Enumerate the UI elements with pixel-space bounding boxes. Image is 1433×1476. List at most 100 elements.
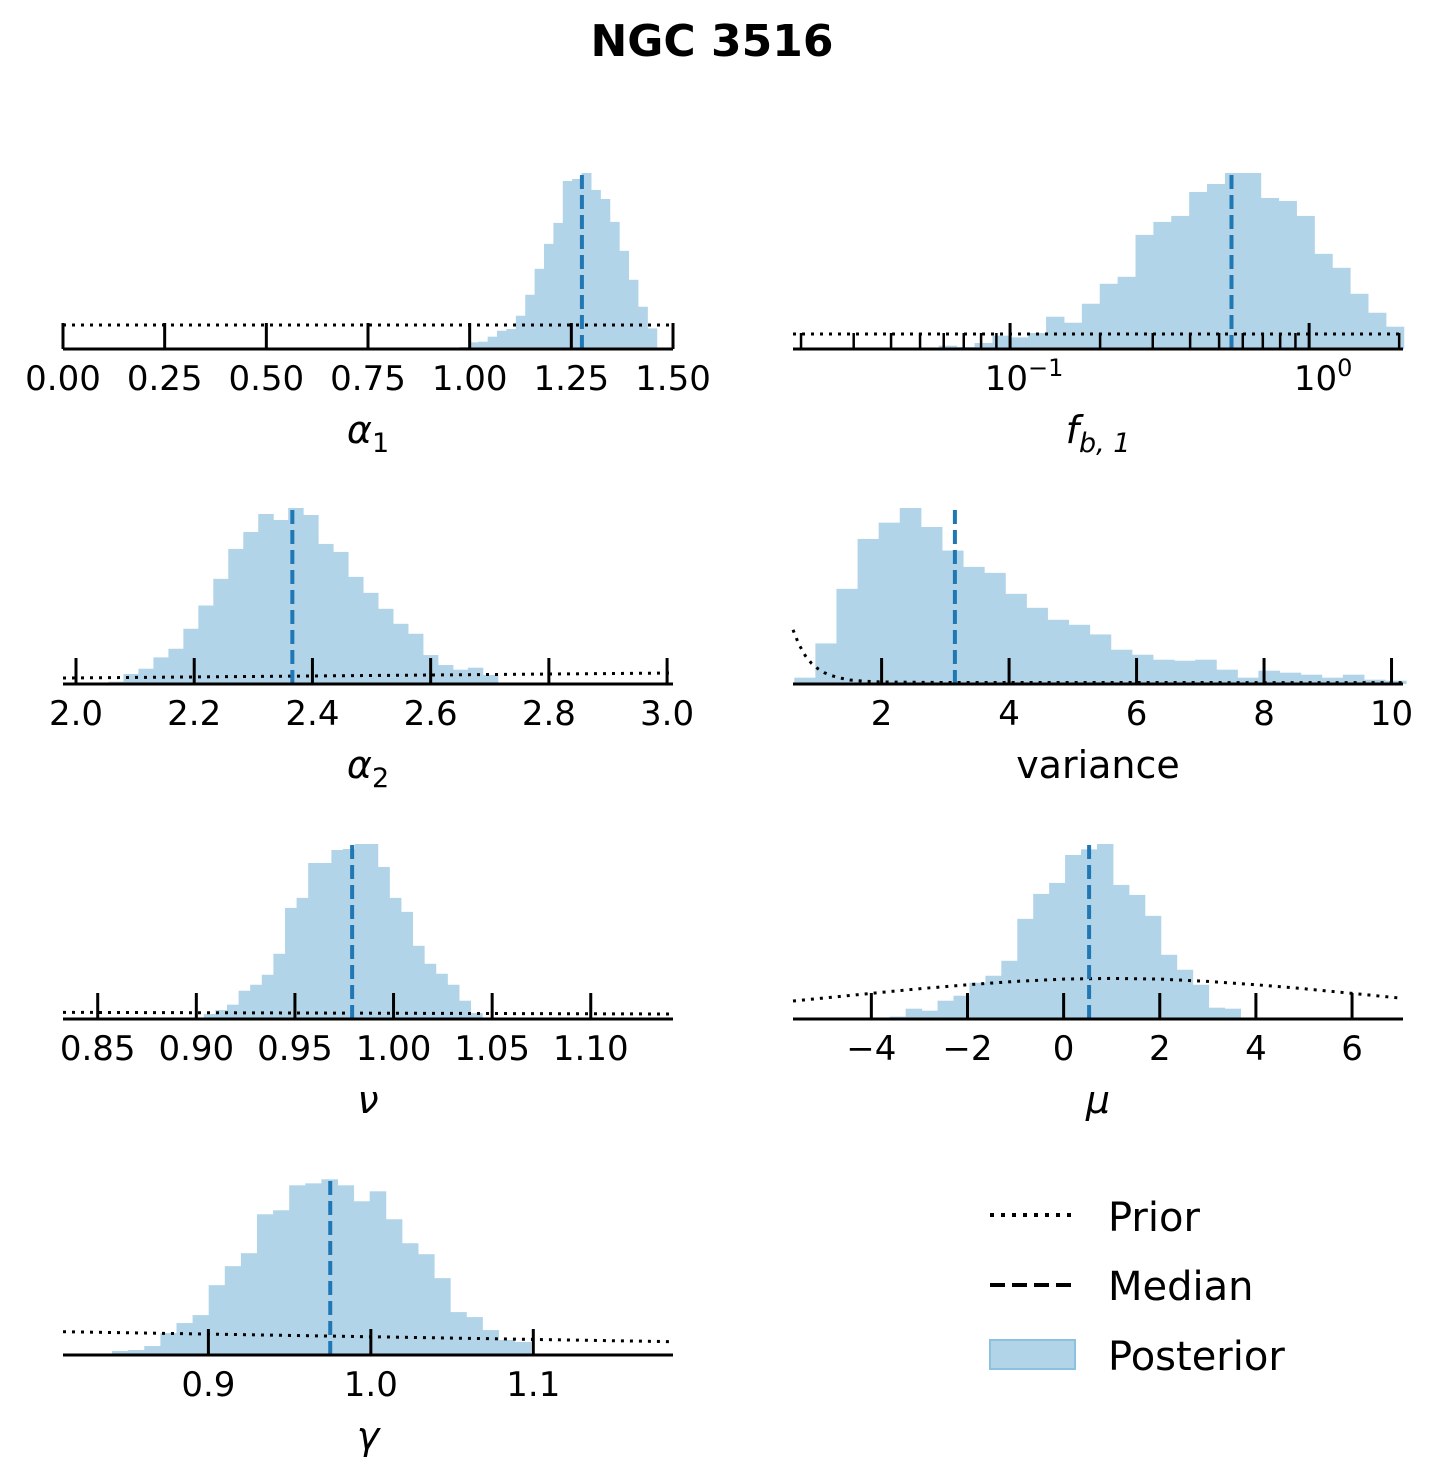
histogram-bar (435, 973, 448, 1019)
histogram-bar (1296, 215, 1315, 349)
histogram-bar (318, 543, 334, 684)
histogram-bar (1153, 221, 1172, 349)
histogram-bar (1208, 1007, 1226, 1019)
x-axis-label: fb, 1 (1066, 408, 1131, 459)
x-axis-label: α1 (347, 408, 389, 459)
histogram-bar (123, 674, 139, 684)
panel-1: 0.00 0.25 0.50 0.75 1.00 1.25 1.50 α1 (25, 173, 711, 459)
tick-label: 1.00 (356, 1029, 432, 1069)
histogram-bar (572, 178, 583, 349)
histogram-bar (609, 221, 620, 349)
histogram-bar (1068, 624, 1091, 684)
histogram-bar (619, 250, 630, 349)
histogram-bar (1065, 854, 1082, 1019)
histogram-bar (224, 1266, 242, 1355)
histogram-bar (1128, 894, 1146, 1019)
histogram-bar (434, 1278, 451, 1355)
histogram-bar (348, 576, 364, 684)
histogram-bar (243, 531, 259, 684)
histogram-bar (1033, 893, 1050, 1019)
histogram-bar (985, 975, 1002, 1019)
histogram-bar (305, 1183, 322, 1355)
histogram-bar (969, 982, 986, 1019)
histogram-bar (407, 633, 424, 684)
histogram-bar (899, 508, 922, 684)
tick-label: 0.50 (228, 359, 304, 399)
tick-label: 0.75 (330, 359, 406, 399)
histogram-bar (112, 1351, 129, 1355)
histogram-bar (284, 907, 298, 1019)
histogram-bar (331, 849, 344, 1019)
histogram-bar (921, 1010, 939, 1019)
x-axis-label: γ (357, 1414, 382, 1458)
histogram-bar (1117, 276, 1136, 349)
histogram-bar (482, 675, 499, 684)
panel-7: 0.9 1.0 1.1 γ (62, 1179, 674, 1458)
histogram-bar (303, 514, 319, 684)
tick-label: 10 (1370, 694, 1413, 734)
histogram-bar (1010, 337, 1029, 349)
histogram-bar (1160, 954, 1178, 1019)
histogram-bar (437, 665, 454, 684)
panel-6: −4 −2 0 2 4 6 μ (792, 843, 1404, 1122)
histogram-bar (378, 608, 394, 684)
histogram-bar (450, 1312, 467, 1355)
histogram-bar (1342, 674, 1365, 684)
histogram-bar (590, 189, 601, 349)
histogram-bar (1026, 607, 1048, 684)
histogram-bar (128, 1350, 145, 1355)
histogram-bar (1300, 674, 1323, 684)
tick-label: −2 (942, 1029, 992, 1069)
histogram-bar (228, 548, 244, 684)
tick-label: 0.00 (25, 359, 101, 399)
histogram-bar (920, 526, 943, 684)
tick-label: 4 (998, 694, 1020, 734)
histogram-bar (1189, 191, 1208, 349)
histogram-bar (857, 538, 880, 684)
histogram-bar (525, 294, 536, 349)
histogram-bar (562, 180, 573, 349)
tick-label: 2.8 (522, 694, 576, 734)
histogram-bar (1001, 960, 1018, 1019)
histogram-bar (1096, 843, 1114, 1019)
histogram-bar (377, 866, 390, 1019)
histogram-bar (250, 984, 263, 1019)
histogram-bar (337, 1185, 355, 1355)
histogram-bar (1112, 884, 1130, 1019)
histogram-bar (389, 897, 402, 1019)
histogram-bar (941, 550, 964, 684)
histogram-bar (534, 268, 545, 349)
histogram-bar (273, 1210, 290, 1355)
histogram-bar (363, 592, 379, 684)
tick-label: 2 (871, 694, 893, 734)
histogram-bar (160, 1333, 177, 1355)
panel-5: 0.85 0.90 0.95 1.00 1.05 1.10 ν (60, 843, 674, 1122)
histogram-bar (1110, 649, 1133, 684)
histogram-bar (984, 572, 1006, 684)
histogram-bar (144, 1346, 161, 1355)
histogram-bar (953, 995, 970, 1019)
histogram-bar (1216, 669, 1238, 684)
histogram-bar (581, 173, 592, 349)
histogram-bar (1367, 312, 1387, 349)
histogram-bar (452, 669, 469, 684)
histogram-bar (1176, 969, 1194, 1019)
histogram-bar (794, 677, 816, 684)
histogram-bar (1047, 619, 1070, 684)
histogram-bar (963, 566, 985, 684)
histogram-bar (353, 1201, 371, 1355)
tick-label: 4 (1245, 1029, 1267, 1069)
tick-label: 3.0 (640, 694, 694, 734)
histogram-bar (168, 648, 184, 684)
histogram-bar (1321, 677, 1344, 684)
histogram-bar (1350, 293, 1369, 349)
histogram-bar (240, 1253, 258, 1355)
tick-label: 1.1 (506, 1365, 560, 1405)
histogram-bar (400, 911, 414, 1019)
histogram-bar (1063, 322, 1083, 349)
histogram-bar (296, 897, 309, 1019)
histogram-bar (478, 341, 489, 349)
histogram-bar (366, 843, 379, 1019)
tick-label: 1.0 (344, 1365, 398, 1405)
